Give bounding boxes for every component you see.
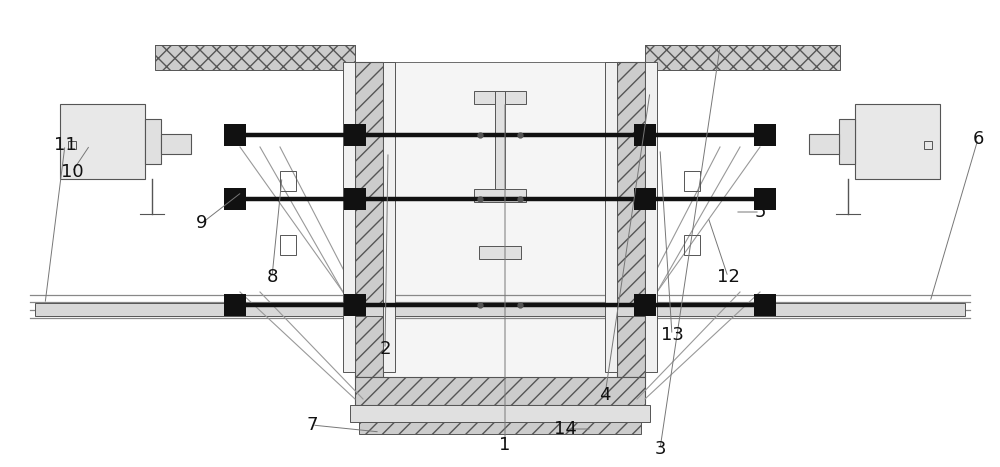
Bar	[924, 141, 932, 149]
Text: 11: 11	[54, 136, 76, 154]
Bar	[474, 189, 526, 202]
Bar	[35, 303, 965, 316]
Bar	[224, 124, 246, 146]
Bar	[809, 134, 839, 154]
Bar	[645, 62, 657, 372]
Text: 13: 13	[661, 326, 683, 344]
Bar	[343, 62, 355, 372]
Text: 8: 8	[266, 268, 278, 286]
Bar	[355, 62, 383, 377]
Bar	[839, 119, 855, 164]
Text: 9: 9	[196, 214, 208, 232]
Bar	[634, 294, 656, 316]
Bar	[754, 294, 776, 316]
Bar	[855, 104, 940, 179]
Bar	[155, 45, 355, 70]
Text: 12: 12	[717, 268, 739, 286]
Bar	[344, 188, 366, 210]
Bar	[224, 294, 246, 316]
Bar	[350, 405, 650, 422]
Text: 5: 5	[754, 203, 766, 221]
Bar	[68, 141, 76, 149]
Bar	[60, 104, 145, 179]
Bar	[684, 235, 700, 255]
Text: 2: 2	[379, 340, 391, 358]
Bar	[344, 294, 366, 316]
Bar	[145, 119, 161, 164]
Bar	[617, 62, 645, 377]
Bar	[355, 377, 645, 405]
Text: 4: 4	[599, 386, 611, 404]
Bar	[479, 246, 521, 259]
Bar	[605, 62, 617, 372]
Bar	[383, 62, 617, 377]
Bar	[344, 124, 366, 146]
Text: 10: 10	[61, 163, 83, 181]
Text: 6: 6	[972, 130, 984, 148]
Bar	[359, 422, 641, 434]
Bar	[754, 124, 776, 146]
Bar	[645, 45, 840, 70]
Bar	[474, 91, 526, 104]
Bar	[684, 171, 700, 191]
Bar	[634, 124, 656, 146]
Bar	[754, 188, 776, 210]
Bar	[280, 235, 296, 255]
Bar	[161, 134, 191, 154]
Text: 14: 14	[554, 420, 576, 438]
Bar	[634, 188, 656, 210]
Text: 1: 1	[499, 436, 511, 454]
Bar	[495, 91, 505, 202]
Text: 3: 3	[654, 440, 666, 458]
Bar	[383, 62, 395, 372]
Text: 7: 7	[306, 416, 318, 434]
Bar	[224, 188, 246, 210]
Bar	[280, 171, 296, 191]
